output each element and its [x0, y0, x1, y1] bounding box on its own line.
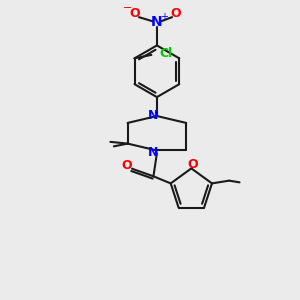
Text: O: O	[121, 159, 132, 172]
Text: O: O	[129, 7, 140, 20]
Text: N: N	[151, 15, 163, 29]
Text: N: N	[148, 109, 158, 122]
Text: −: −	[123, 2, 133, 13]
Text: +: +	[160, 12, 169, 22]
Text: N: N	[148, 146, 158, 159]
Text: Cl: Cl	[160, 47, 173, 60]
Text: O: O	[170, 7, 181, 20]
Text: O: O	[188, 158, 198, 172]
